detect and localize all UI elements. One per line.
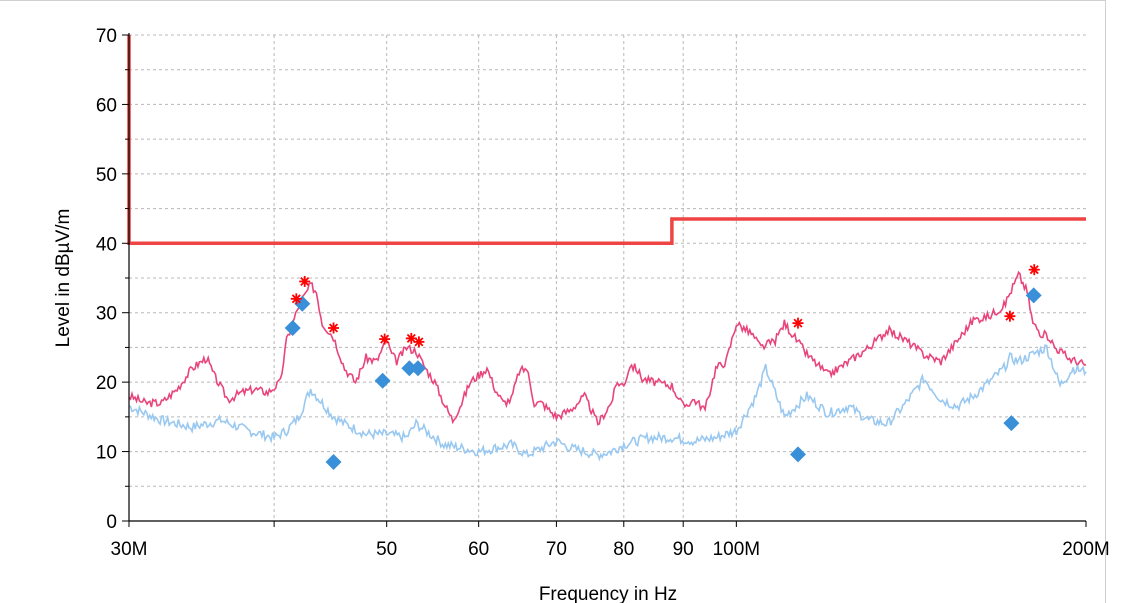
peak-marker-stroke (291, 294, 301, 304)
peak-marker-stroke (793, 318, 803, 328)
peak-marker (413, 336, 425, 348)
x-tick-label: 30M (111, 539, 148, 560)
y-tick-label: 50 (96, 165, 117, 186)
peak-marker (290, 293, 302, 305)
peak-marker (1028, 264, 1040, 276)
qp-marker (325, 453, 342, 470)
qp-marker (374, 372, 391, 389)
x-axis-label: Frequency in Hz (539, 584, 677, 603)
peak-marker-stroke (300, 276, 310, 286)
axes (122, 33, 1087, 527)
peak-marker-stroke (406, 333, 416, 343)
y-tick-label: 10 (96, 443, 117, 464)
qp-marker (1003, 415, 1020, 432)
tick-labels: 0 10 20 30 40 50 60 70 30M 50 60 70 80 90 100M 200M (96, 26, 1110, 560)
x-tick-label: 200M (1062, 539, 1110, 560)
x-tick-label: 80 (613, 539, 634, 560)
x-tick-label: 50 (376, 539, 397, 560)
y-tick-label: 60 (96, 95, 117, 116)
x-tick-label: 70 (546, 539, 567, 560)
y-tick-label: 30 (96, 304, 117, 325)
peak-marker (792, 317, 804, 329)
peak-marker (1004, 310, 1016, 322)
series-traces (127, 35, 1087, 462)
peak-marker (328, 322, 340, 334)
limit-line (127, 35, 1086, 246)
y-tick-label: 40 (96, 234, 117, 255)
y-tick-label: 20 (96, 373, 117, 394)
x-tick-label: 60 (468, 539, 489, 560)
peak-trace (128, 270, 1087, 426)
average-trace (129, 343, 1087, 462)
peak-marker-stroke (380, 334, 390, 344)
grid-lines (129, 34, 1086, 521)
peak-marker-stroke (1005, 311, 1015, 321)
peak-marker-stroke (1029, 265, 1039, 275)
x-tick-label: 90 (673, 539, 694, 560)
y-axis-label: Level in dBµV/m (53, 209, 74, 348)
peak-marker (299, 275, 311, 287)
y-tick-label: 0 (106, 512, 117, 533)
qp-marker (409, 360, 426, 377)
chart-frame (0, 0, 1106, 603)
peak-marker (379, 333, 391, 345)
peak-marker-stroke (414, 337, 424, 347)
qp-marker (401, 360, 418, 377)
peak-marker-stroke (329, 323, 339, 333)
qp-marker (789, 446, 806, 463)
qp-marker (1025, 287, 1042, 304)
measurement-markers (284, 264, 1042, 470)
x-tick-label: 100M (713, 539, 761, 560)
qp-marker (284, 319, 301, 336)
y-tick-label: 70 (96, 26, 117, 47)
